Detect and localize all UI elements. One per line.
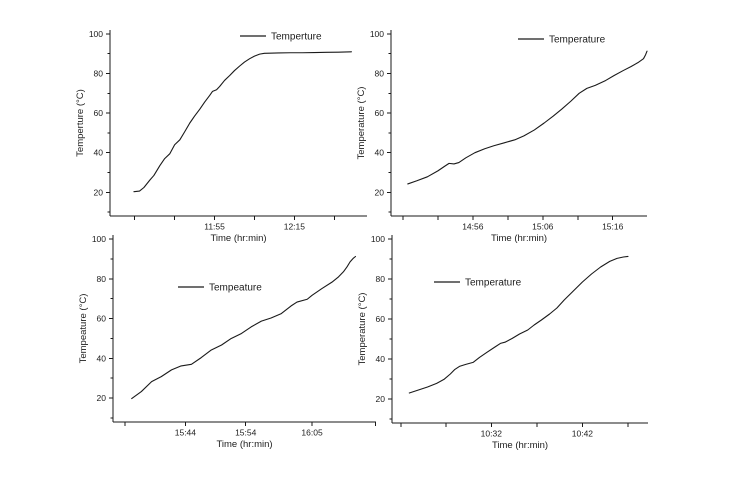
x-tick-label: 15:06	[532, 222, 554, 232]
legend-label: Temperature	[549, 35, 606, 46]
x-tick-label: 15:54	[235, 428, 257, 438]
y-axis-title: Temperture (°C)	[75, 89, 86, 157]
x-axis-title: Time (hr:min)	[491, 233, 547, 244]
y-tick-label: 80	[97, 274, 107, 284]
chart-bottom-left: 20 40 60 80 100 15:44 15:54 16:05 Time (hr:min) T…	[78, 234, 376, 450]
y-tick-label: 100	[371, 234, 385, 244]
y-tick-label: 80	[376, 274, 386, 284]
x-tick-label: 15:16	[602, 222, 624, 232]
temperature-curve	[133, 51, 352, 193]
legend-label: Tempeature	[209, 283, 262, 294]
x-tick-label: 11:55	[204, 222, 225, 232]
y-tick-label: 20	[376, 394, 386, 404]
y-tick-label: 100	[92, 234, 106, 244]
y-tick-label: 100	[89, 29, 103, 39]
x-tick-label: 12:15	[284, 222, 306, 232]
temperature-curve	[131, 255, 357, 400]
x-axis-title: Time (hr:min)	[210, 233, 266, 244]
x-axis-title: Time (hr:min)	[492, 440, 548, 451]
x-tick-label: 14:56	[462, 222, 484, 232]
temperature-curve	[408, 255, 629, 394]
y-tick-label: 80	[375, 69, 385, 79]
y-tick-label: 20	[97, 393, 107, 403]
y-tick-label: 100	[370, 29, 384, 39]
y-tick-label: 60	[94, 108, 104, 118]
legend-label: Temperature	[465, 278, 522, 289]
x-tick-label: 10:32	[481, 429, 503, 439]
x-axis-title: Time (hr:min)	[216, 439, 272, 450]
chart-top-left: 20 40 60 80 100 11:55 12:15 Time (hr:min) Temper…	[75, 29, 367, 244]
x-tick-label: 10:42	[572, 429, 594, 439]
legend-label: Temperture	[271, 32, 322, 43]
y-tick-label: 40	[94, 148, 104, 158]
x-tick-label: 15:44	[175, 428, 197, 438]
y-tick-label: 20	[94, 187, 104, 197]
y-tick-label: 40	[97, 353, 107, 363]
y-tick-label: 80	[94, 69, 104, 79]
y-tick-label: 40	[376, 354, 386, 364]
y-tick-label: 60	[97, 314, 107, 324]
y-tick-label: 60	[376, 314, 386, 324]
y-axis-title: Tempeature (°C)	[78, 294, 89, 364]
y-tick-label: 40	[375, 148, 385, 158]
y-tick-label: 60	[375, 108, 385, 118]
x-tick-label: 16:05	[301, 428, 323, 438]
temperature-curve	[407, 50, 648, 185]
chart-bottom-right: 20 40 60 80 100 10:32 10:42 Time (hr:min) Temper…	[357, 234, 648, 451]
y-tick-label: 20	[375, 187, 385, 197]
y-axis-title: Temperature (°C)	[356, 87, 367, 160]
chart-top-right: 20 40 60 80 100 14:56 15:06 15:16 Time (hr:min) T…	[356, 29, 648, 244]
y-axis-title: Temperature (°C)	[357, 293, 368, 366]
